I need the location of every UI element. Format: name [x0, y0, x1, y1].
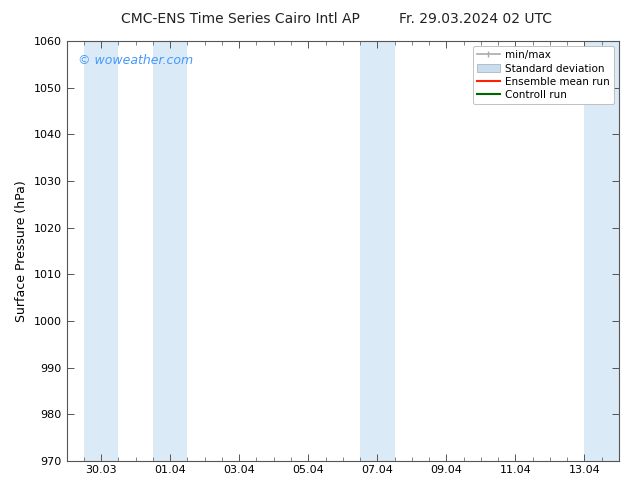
Text: © woweather.com: © woweather.com	[77, 53, 193, 67]
Bar	[84, 41, 119, 461]
Y-axis label: Surface Pressure (hPa): Surface Pressure (hPa)	[15, 180, 28, 322]
Text: Fr. 29.03.2024 02 UTC: Fr. 29.03.2024 02 UTC	[399, 12, 552, 26]
Bar	[153, 41, 188, 461]
Bar	[585, 41, 634, 461]
Legend: min/max, Standard deviation, Ensemble mean run, Controll run: min/max, Standard deviation, Ensemble me…	[472, 46, 614, 104]
Bar	[360, 41, 394, 461]
Text: CMC-ENS Time Series Cairo Intl AP: CMC-ENS Time Series Cairo Intl AP	[122, 12, 360, 26]
